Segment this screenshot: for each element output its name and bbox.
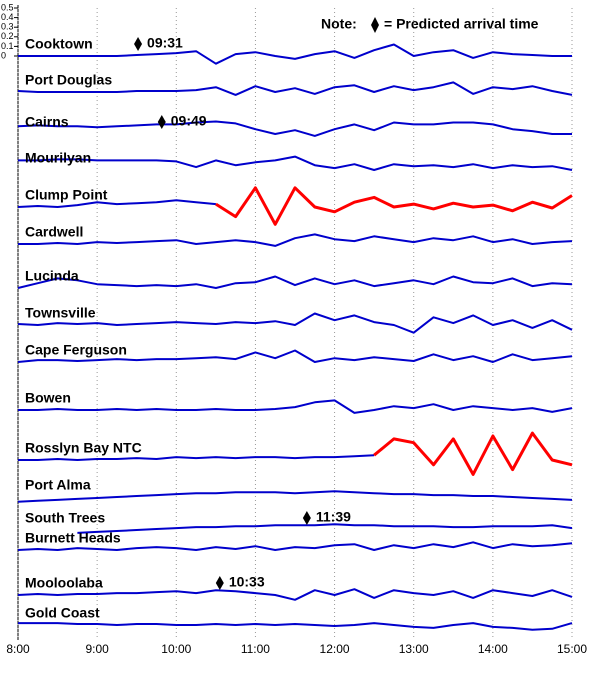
note-diamond <box>371 17 379 33</box>
x-tick-label: 8:00 <box>6 642 30 656</box>
trace <box>18 155 573 171</box>
trace <box>17 275 573 289</box>
trace <box>18 454 375 461</box>
trace <box>18 233 573 247</box>
station-name: South Trees <box>25 510 105 526</box>
arrival-time: 11:39 <box>316 509 351 525</box>
station-name: Cooktown <box>25 36 93 52</box>
trace <box>17 541 573 551</box>
arrival-marker <box>157 115 166 129</box>
trace <box>17 588 573 601</box>
trace <box>18 622 573 631</box>
y-tick-label: 0.3 <box>1 22 14 32</box>
station-name: Cape Ferguson <box>25 342 127 358</box>
trace <box>17 199 216 208</box>
station-name: Mourilyan <box>25 150 91 166</box>
arrival-marker <box>134 37 143 51</box>
station-name: Bowen <box>25 390 71 406</box>
station-name: Cairns <box>25 114 69 130</box>
trace <box>17 349 573 363</box>
x-tick-label: 10:00 <box>161 642 191 656</box>
station-name: Clump Point <box>25 187 108 203</box>
trace <box>17 81 573 96</box>
alert-trace <box>215 186 573 226</box>
y-tick-label: 0.2 <box>1 31 14 41</box>
arrival-marker <box>302 511 311 525</box>
alert-trace <box>373 431 573 476</box>
station-name: Townsville <box>25 305 96 321</box>
trace <box>18 399 573 414</box>
trace <box>17 312 573 334</box>
trace <box>77 523 573 534</box>
note-prefix: Note: <box>321 16 357 32</box>
arrival-time: 09:49 <box>171 113 207 129</box>
station-name: Port Alma <box>25 477 91 493</box>
station-name: Port Douglas <box>25 72 112 88</box>
arrival-marker <box>215 576 224 590</box>
station-name: Gold Coast <box>25 605 100 621</box>
y-tick-label: 0 <box>1 50 6 60</box>
x-tick-label: 13:00 <box>399 642 429 656</box>
station-name: Mooloolaba <box>25 575 103 591</box>
y-tick-label: 0.1 <box>1 41 14 51</box>
arrival-time: 09:31 <box>147 35 183 51</box>
arrival-time: 10:33 <box>229 574 265 590</box>
station-name: Cardwell <box>25 224 83 240</box>
station-name: Lucinda <box>25 268 79 284</box>
y-tick-label: 0.4 <box>1 12 14 22</box>
x-tick-label: 9:00 <box>85 642 109 656</box>
note-text: = Predicted arrival time <box>384 16 539 32</box>
x-tick-label: 12:00 <box>320 642 350 656</box>
x-tick-label: 15:00 <box>557 642 587 656</box>
y-tick-label: 0.5 <box>1 2 14 12</box>
trace <box>17 120 572 137</box>
trace <box>17 490 573 503</box>
trace <box>18 43 572 65</box>
x-tick-label: 11:00 <box>241 642 270 656</box>
station-name: Burnett Heads <box>25 530 121 546</box>
station-name: Rosslyn Bay NTC <box>25 440 142 456</box>
x-tick-label: 14:00 <box>478 642 508 656</box>
